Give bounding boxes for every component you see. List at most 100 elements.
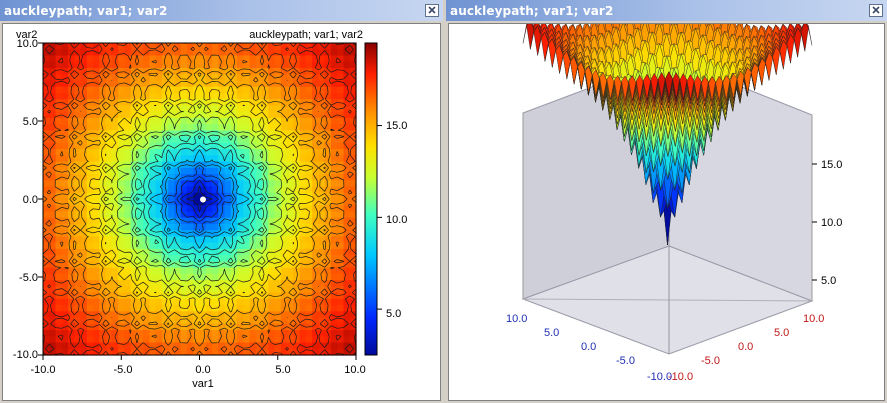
heatmap-cell <box>93 80 100 88</box>
heatmap-cell <box>168 323 176 331</box>
heatmap-cell <box>193 186 201 194</box>
heatmap-cell <box>186 242 194 250</box>
var2-tick-label: 10.0 <box>803 313 824 325</box>
heatmap-cell <box>287 305 294 312</box>
heatmap-cell <box>287 211 294 219</box>
heatmap-cell <box>80 255 88 262</box>
heatmap-cell <box>105 74 113 82</box>
x-tick-label: -5.0 <box>114 364 133 376</box>
heatmap-cell <box>280 236 288 244</box>
heatmap-cell <box>155 305 163 312</box>
heatmap-cell <box>43 330 50 337</box>
heatmap-cell <box>237 117 244 125</box>
heatmap-cell <box>168 280 176 287</box>
heatmap-cell <box>262 317 269 325</box>
heatmap-cell <box>43 317 50 325</box>
heatmap-cell <box>49 61 57 69</box>
x-tick-label: 5.0 <box>275 364 290 376</box>
heatmap-cell <box>180 248 188 256</box>
heatmap-cell <box>93 211 100 219</box>
heatmap-cell <box>249 261 257 269</box>
heatmap-cell <box>237 67 244 75</box>
heatmap-cell <box>305 267 313 275</box>
heatmap-cell <box>149 149 157 156</box>
heatmap-cell <box>193 242 201 250</box>
window-title: auckleypath; var1; var2 <box>450 4 614 18</box>
heatmap-cell <box>118 117 125 125</box>
heatmap-cell <box>199 317 207 325</box>
heatmap-cell <box>80 342 88 350</box>
heatmap-cell <box>80 186 88 194</box>
heatmap-cell <box>80 323 88 331</box>
heatmap-cell <box>149 323 157 331</box>
heatmap-cell <box>280 323 288 331</box>
heatmap-cell <box>293 142 301 150</box>
heatmap-cell <box>193 86 201 94</box>
heatmap-cell <box>55 342 63 350</box>
heatmap-cell <box>49 242 57 250</box>
heatmap-cell <box>168 348 176 356</box>
heatmap-cell <box>61 267 69 275</box>
heatmap-cell <box>43 199 50 206</box>
heatmap-cell <box>149 336 157 344</box>
heatmap-cell <box>111 192 119 200</box>
heatmap-cell <box>105 49 113 57</box>
heatmap-cell <box>86 280 94 287</box>
heatmap-cell <box>149 255 157 262</box>
heatmap-cell <box>143 236 151 244</box>
heatmap-cell <box>49 192 57 200</box>
heatmap-cell <box>168 99 176 106</box>
heatmap-cell <box>174 124 182 131</box>
colorbar <box>364 42 378 356</box>
contour-plot-area[interactable]: var2 auckleypath; var1; var2 var1 -10.0 … <box>2 23 441 401</box>
heatmap-cell <box>343 86 351 94</box>
heatmap-cell <box>255 192 263 200</box>
heatmap-cell <box>180 92 188 100</box>
close-button[interactable] <box>425 4 439 17</box>
heatmap-cell <box>111 330 119 337</box>
heatmap-cell <box>199 80 207 88</box>
heatmap-cell <box>168 192 176 200</box>
y-axis-name: var2 <box>16 29 37 41</box>
heatmap-cell <box>186 248 194 256</box>
heatmap-cell <box>205 342 213 350</box>
heatmap-cell <box>230 105 238 113</box>
heatmap-cell <box>268 342 276 350</box>
heatmap-cell <box>262 167 269 175</box>
heatmap-cell <box>268 192 276 200</box>
heatmap-cell <box>193 80 201 88</box>
heatmap-cell <box>186 92 194 100</box>
heatmap-cell <box>218 136 226 144</box>
heatmap-cell <box>93 55 100 63</box>
heatmap-cell <box>205 280 213 287</box>
heatmap-cell <box>280 242 288 250</box>
heatmap-cell <box>318 136 326 144</box>
title-bar[interactable]: auckleypath; var1; var2 <box>446 0 887 21</box>
heatmap-cell <box>205 111 213 119</box>
heatmap-cell <box>124 305 132 312</box>
heatmap-cell <box>99 136 107 144</box>
heatmap-cell <box>230 261 238 269</box>
heatmap-cell <box>255 74 263 82</box>
heatmap-cell <box>243 117 251 125</box>
heatmap-cell <box>43 311 50 319</box>
surface-plot-area[interactable]: 15.0 10.0 5.0 10.0 5.0 0.0 -5.0 -10.0 -1… <box>448 23 885 401</box>
heatmap-cell <box>149 205 157 213</box>
heatmap-cell <box>212 336 219 344</box>
title-bar[interactable]: auckleypath; var1; var2 <box>0 0 443 21</box>
heatmap-cell <box>318 167 326 175</box>
heatmap-cell <box>68 161 75 169</box>
heatmap-cell <box>280 155 288 163</box>
heatmap-cell <box>86 317 94 325</box>
heatmap-cell <box>330 80 338 88</box>
heatmap-cell <box>105 230 113 238</box>
heatmap-cell <box>55 236 63 244</box>
heatmap-cell <box>68 255 75 262</box>
heatmap-cell <box>224 242 232 250</box>
heatmap-cell <box>312 155 320 163</box>
heatmap-cell <box>49 161 57 169</box>
heatmap-cell <box>168 142 176 150</box>
close-button[interactable] <box>869 4 883 17</box>
heatmap-cell <box>168 136 176 144</box>
heatmap-cell <box>143 273 151 281</box>
